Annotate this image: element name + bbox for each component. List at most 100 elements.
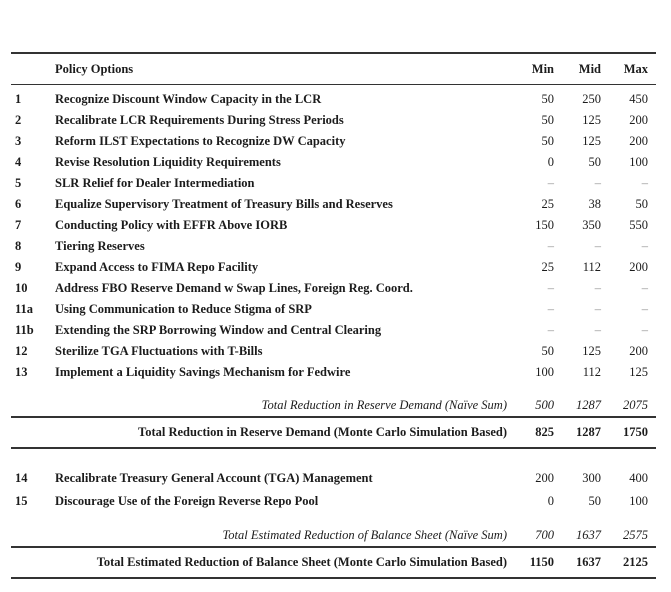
table-row: 13 Implement a Liquidity Savings Mechanis…	[11, 362, 656, 383]
balance-sheet-naive-sum-row: Total Estimated Reduction of Balance She…	[11, 525, 656, 546]
table-row: 12 Sterilize TGA Fluctuations with T-Bill…	[11, 341, 656, 362]
row-number: 4	[15, 155, 22, 169]
min-value: 25	[541, 260, 555, 274]
min-value: –	[547, 302, 554, 316]
mid-value: 350	[582, 218, 601, 232]
mid-value: 125	[582, 134, 601, 148]
min-value: 500	[535, 398, 554, 412]
row-number: 9	[15, 260, 22, 274]
row-label: Address FBO Reserve Demand w Swap Lines,…	[55, 281, 413, 295]
table-row: 2 Recalibrate LCR Requirements During Str…	[11, 110, 656, 131]
spacer	[11, 383, 656, 395]
row-number: 11a	[15, 302, 34, 316]
table-row: 11b Extending the SRP Borrowing Window an…	[11, 320, 656, 341]
min-value: 700	[535, 528, 554, 542]
table-row: 7 Conducting Policy with EFFR Above IORB 1…	[11, 215, 656, 236]
row-label: Total Reduction in Reserve Demand (Monte…	[138, 425, 507, 439]
row-label: Recalibrate Treasury General Account (TG…	[55, 471, 373, 485]
row-label: Discourage Use of the Foreign Reverse Re…	[55, 494, 319, 508]
mid-value: 1637	[576, 528, 601, 542]
reserve-demand-monte-carlo-row: Total Reduction in Reserve Demand (Monte…	[11, 418, 656, 447]
min-value: 0	[547, 155, 554, 169]
mid-value: 125	[582, 344, 601, 358]
table-body-secondary: 14 Recalibrate Treasury General Account (…	[11, 467, 656, 513]
mid-value: 50	[588, 155, 602, 169]
min-value: 100	[535, 365, 554, 379]
table-row: 1 Recognize Discount Window Capacity in t…	[11, 89, 656, 110]
mid-value: 1287	[576, 425, 601, 439]
spacer	[11, 513, 656, 525]
table-row: 4 Revise Resolution Liquidity Requirement…	[11, 152, 656, 173]
row-label: Implement a Liquidity Savings Mechanism …	[55, 365, 351, 379]
mid-value: 112	[582, 365, 601, 379]
min-value: 25	[541, 197, 555, 211]
max-value: 200	[629, 113, 648, 127]
row-label: Expand Access to FIMA Repo Facility	[55, 260, 259, 274]
mid-value: –	[594, 239, 601, 253]
policy-options-table: Policy Options Min Mid Max 1 Recognize Di…	[11, 52, 656, 579]
max-value: 200	[629, 134, 648, 148]
mid-value: 300	[582, 471, 601, 485]
row-number: 5	[15, 176, 22, 190]
mid-value: 50	[588, 494, 602, 508]
max-value: 50	[635, 197, 649, 211]
max-value: 200	[629, 344, 648, 358]
max-value: 400	[629, 471, 648, 485]
section-rule	[11, 546, 656, 548]
min-value: 200	[535, 471, 554, 485]
row-number: 12	[15, 344, 28, 358]
max-value: –	[641, 302, 648, 316]
max-value: 100	[629, 155, 648, 169]
row-label: Reform ILST Expectations to Recognize DW…	[55, 134, 346, 148]
min-value: 1150	[529, 555, 554, 569]
row-label: Total Reduction in Reserve Demand (Naïve…	[261, 398, 507, 412]
mid-value: 250	[582, 92, 601, 106]
reserve-demand-naive-sum-row: Total Reduction in Reserve Demand (Naïve…	[11, 395, 656, 416]
table-row: 10 Address FBO Reserve Demand w Swap Line…	[11, 278, 656, 299]
row-number: 6	[15, 197, 22, 211]
mid-value: –	[594, 281, 601, 295]
max-value: 550	[629, 218, 648, 232]
min-value: –	[547, 239, 554, 253]
mid-value: –	[594, 302, 601, 316]
max-value: 1750	[623, 425, 648, 439]
table-row: 8 Tiering Reserves – – –	[11, 236, 656, 257]
max-value: 2075	[623, 398, 648, 412]
min-value: 50	[541, 113, 555, 127]
row-label: Total Estimated Reduction of Balance She…	[96, 555, 507, 569]
min-value: –	[547, 323, 554, 337]
bottom-rule	[11, 577, 656, 579]
mid-value: 112	[582, 260, 601, 274]
max-value: –	[641, 281, 648, 295]
mid-value: 125	[582, 113, 601, 127]
min-value: 50	[541, 92, 555, 106]
table-row: 6 Equalize Supervisory Treatment of Treas…	[11, 194, 656, 215]
header-rule	[11, 84, 656, 85]
row-number: 2	[15, 113, 22, 127]
row-number: 1	[15, 92, 22, 106]
mid-value: 38	[588, 197, 602, 211]
row-number: 8	[15, 239, 22, 253]
row-label: Tiering Reserves	[55, 239, 145, 253]
row-number: 15	[15, 494, 28, 508]
max-value: 450	[629, 92, 648, 106]
min-value: 825	[535, 425, 554, 439]
max-value: 200	[629, 260, 648, 274]
table-row: 14 Recalibrate Treasury General Account (…	[11, 467, 656, 490]
row-label: Sterilize TGA Fluctuations with T-Bills	[55, 344, 263, 358]
row-number: 13	[15, 365, 28, 379]
min-value: 50	[541, 134, 555, 148]
mid-value: 1287	[576, 398, 601, 412]
row-number: 14	[15, 471, 28, 485]
row-label: Revise Resolution Liquidity Requirements	[55, 155, 281, 169]
table-row: 5 SLR Relief for Dealer Intermediation – – –	[11, 173, 656, 194]
mid-value: –	[594, 323, 601, 337]
max-value: 125	[629, 365, 648, 379]
column-header-mid: Mid	[578, 61, 601, 76]
mid-value: 1637	[576, 555, 601, 569]
min-value: –	[547, 281, 554, 295]
table-row: 15 Discourage Use of the Foreign Reverse …	[11, 490, 656, 513]
table-row: 3 Reform ILST Expectations to Recognize D…	[11, 131, 656, 152]
row-label: Recognize Discount Window Capacity in th…	[55, 92, 322, 106]
max-value: 2125	[623, 555, 648, 569]
